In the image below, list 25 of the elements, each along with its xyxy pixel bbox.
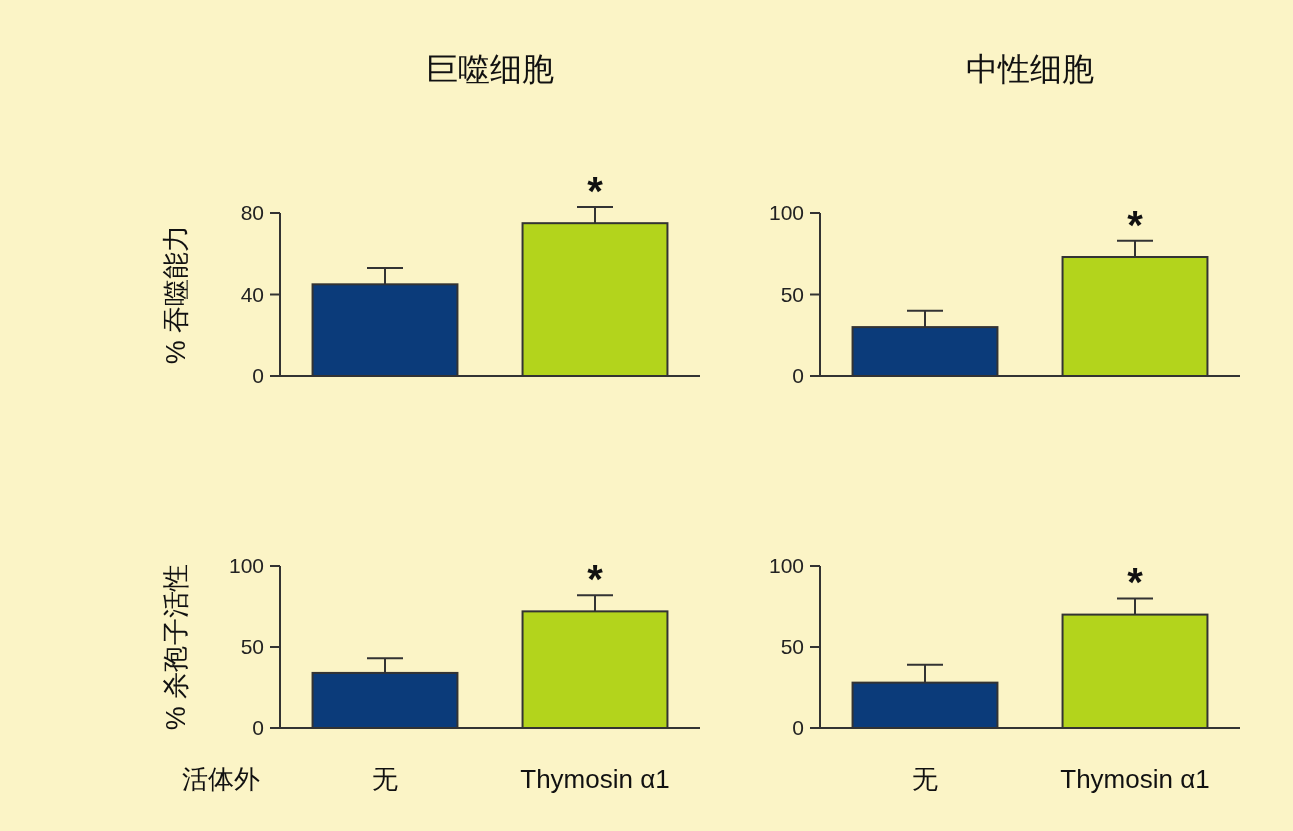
- y-tick-label: 100: [768, 201, 804, 224]
- y-axis-title: % 杀孢子活性: [161, 563, 191, 731]
- y-tick-label: 0: [252, 364, 264, 387]
- annotation: *: [587, 168, 604, 213]
- y-axis-title: % 吞噬能力: [161, 224, 191, 365]
- chart-title: 巨噬细胞: [426, 51, 554, 87]
- y-tick-label: 0: [792, 716, 804, 739]
- annotation: *: [1127, 560, 1144, 605]
- x-tick-label: Thymosin α1: [520, 764, 670, 794]
- y-tick-label: 0: [252, 716, 264, 739]
- y-tick-label: 100: [768, 554, 804, 577]
- y-tick-label: 80: [240, 201, 264, 224]
- annotation: *: [1127, 202, 1144, 247]
- y-tick-label: 50: [780, 282, 804, 306]
- x-tick-label: 无: [912, 764, 938, 794]
- annotation: *: [587, 557, 604, 602]
- x-tick-label: Thymosin α1: [1060, 764, 1210, 794]
- y-tick-label: 40: [240, 282, 264, 306]
- y-tick-label: 50: [780, 635, 804, 658]
- chart-title: 中性细胞: [966, 51, 1094, 87]
- text: 活体外: [182, 764, 260, 794]
- y-tick-label: 100: [228, 554, 264, 577]
- x-tick-label: 无: [372, 764, 398, 794]
- y-tick-label: 50: [240, 635, 264, 658]
- y-tick-label: 0: [792, 364, 804, 387]
